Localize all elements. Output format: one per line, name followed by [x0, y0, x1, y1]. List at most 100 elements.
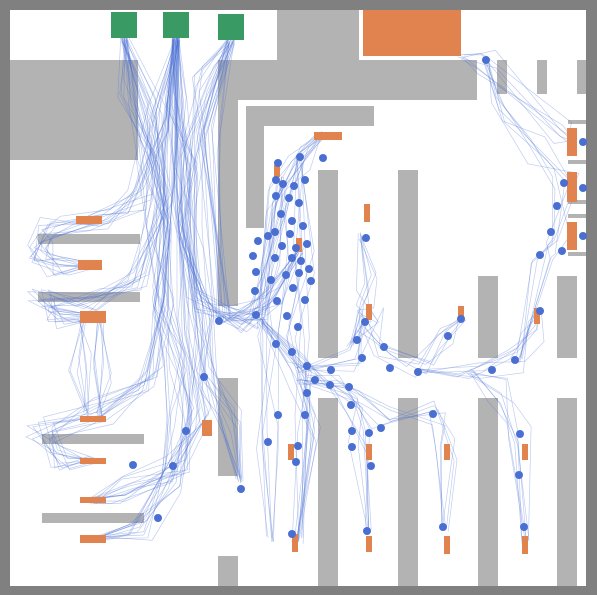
rack-col-1-lower: [318, 398, 338, 586]
agent-marker: [303, 240, 311, 248]
trajectory-line: [196, 37, 320, 317]
wall-top-center-block: [277, 10, 359, 60]
right-shelf-4: [568, 214, 586, 218]
trajectory-line: [295, 380, 446, 530]
trajectory-line: [488, 62, 580, 360]
trajectory-line: [469, 371, 527, 540]
station-aisle-1c: [288, 444, 294, 460]
wall-vertical-left-upper: [218, 100, 238, 306]
trajectory-line: [187, 39, 301, 334]
rack-col-4-upper: [557, 276, 577, 358]
trajectory-line: [177, 41, 305, 333]
trajectory-line: [182, 37, 299, 330]
agent-marker: [482, 56, 490, 64]
trajectory-line: [298, 380, 446, 531]
agent-marker: [274, 411, 282, 419]
trajectory-line: [301, 317, 466, 373]
agent-marker: [365, 429, 373, 437]
trajectory-line: [89, 36, 184, 538]
agent-marker: [267, 276, 275, 284]
trajectory-line: [261, 319, 369, 529]
trajectory-line: [53, 40, 149, 323]
agent-marker: [303, 389, 311, 397]
agent-marker: [488, 366, 496, 374]
trajectory-line: [27, 37, 165, 324]
wall-top-left-block: [10, 60, 138, 160]
trajectory-line: [296, 319, 461, 378]
station-aisle-4b: [522, 444, 528, 460]
trajectory-line: [77, 318, 92, 413]
station-aisle-1d: [292, 534, 298, 552]
goal-zone-1: [111, 12, 137, 38]
station-aisle-1a: [274, 165, 280, 177]
agent-marker: [285, 194, 293, 202]
trajectory-line: [40, 37, 180, 270]
shelf-left-3: [42, 434, 144, 444]
trajectory-line: [31, 36, 161, 316]
trajectory-line: [94, 37, 187, 541]
agent-marker: [516, 430, 524, 438]
agent-marker: [286, 230, 294, 238]
agent-marker: [547, 228, 555, 236]
station-right-3: [567, 222, 577, 250]
trajectory-line: [91, 35, 212, 500]
station-aisle-1b: [296, 238, 302, 252]
agent-marker: [511, 356, 519, 364]
trajectory-line: [92, 38, 193, 541]
agent-marker: [251, 287, 259, 295]
agent-marker: [252, 268, 260, 276]
trajectory-line: [470, 368, 523, 544]
trajectory-line: [210, 38, 323, 315]
trajectory-line: [41, 35, 179, 469]
rack-col-2-lower: [398, 398, 418, 586]
trajectory-line: [93, 36, 200, 502]
trajectory-line: [218, 42, 321, 314]
rack-col-4-lower: [557, 398, 577, 586]
trajectory-line: [484, 56, 556, 364]
trajectory-line: [99, 316, 112, 413]
agent-marker: [301, 296, 309, 304]
trajectory-line: [470, 371, 527, 544]
trajectory-line: [41, 33, 161, 322]
agent-marker: [358, 354, 366, 362]
trajectory-line: [30, 34, 178, 266]
agent-marker: [290, 182, 298, 190]
trajectory-line: [52, 39, 179, 471]
trajectory-line: [88, 40, 207, 500]
trajectory-line: [94, 40, 187, 539]
trajectory-line: [261, 323, 311, 540]
agents: [129, 56, 587, 538]
trajectory-line: [95, 320, 112, 414]
agent-marker: [273, 297, 281, 305]
trajectory-line: [29, 41, 179, 276]
trajectory-line: [184, 41, 299, 332]
agent-marker: [345, 383, 353, 391]
agent-marker: [289, 284, 297, 292]
agent-marker: [271, 228, 279, 236]
trajectory-line: [51, 34, 179, 463]
station-aisle-2c: [366, 444, 372, 460]
rack-col-3-upper: [478, 276, 498, 358]
station-left-4: [80, 416, 106, 422]
trajectory-line: [180, 38, 300, 308]
trajectory-line: [202, 39, 323, 315]
station-right-1: [567, 128, 577, 156]
trajectory-line: [286, 156, 315, 539]
walls: [10, 10, 586, 586]
station-top-right-large: [363, 10, 461, 56]
wall-upper-horizontal: [218, 60, 477, 100]
agent-marker: [303, 362, 311, 370]
trajectory-line: [98, 321, 105, 416]
trajectory-line: [483, 58, 554, 361]
trajectory-line: [95, 34, 171, 540]
trajectory-line: [178, 40, 302, 317]
trajectory-line: [420, 308, 539, 379]
station-left-6: [80, 497, 106, 503]
post-1: [497, 60, 507, 94]
agent-marker: [154, 514, 162, 522]
shelf-left-4: [42, 513, 144, 523]
station-right-2: [567, 172, 577, 202]
trajectory-line: [349, 234, 372, 346]
trajectory-line: [191, 43, 301, 324]
wall-vertical-left-lower: [218, 378, 238, 476]
